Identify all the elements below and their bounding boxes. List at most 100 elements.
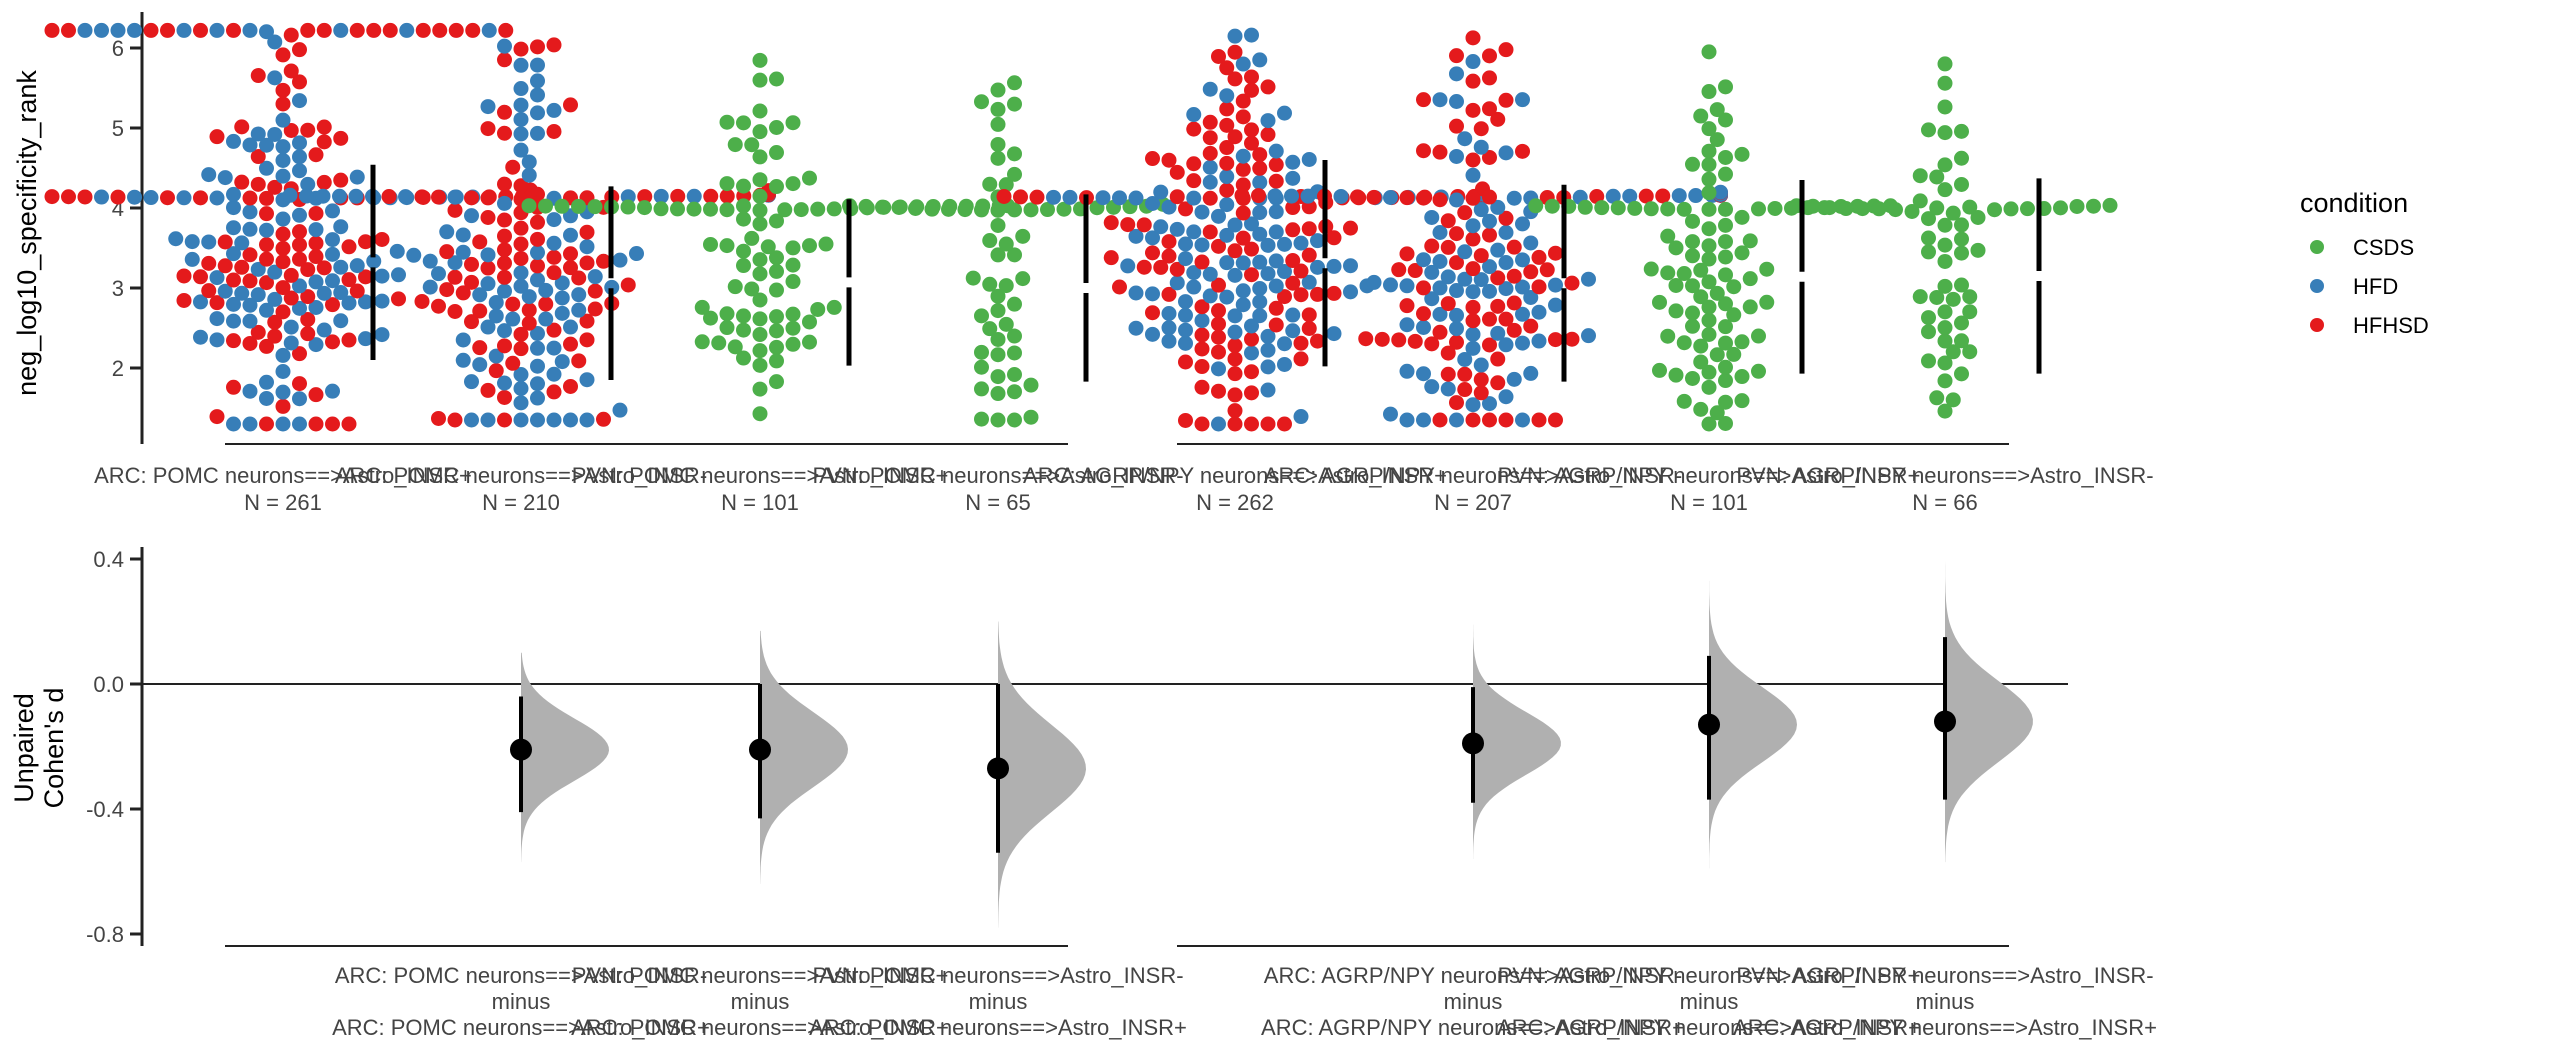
swarm-point-hfd <box>226 220 241 236</box>
swarm-point-csds <box>1751 363 1766 379</box>
swarm-point-hfhsd <box>193 190 208 206</box>
swarm-point-hfhsd <box>1219 155 1235 171</box>
swarm-point-hfhsd <box>439 282 455 298</box>
swarm-point-hfd <box>1432 92 1448 108</box>
swarm-point-hfd <box>1416 366 1431 382</box>
swarm-point-csds <box>1912 168 1928 184</box>
swarm-point-hfd <box>1326 326 1342 342</box>
swarm-point-hfd <box>1260 328 1276 344</box>
swarm-point-hfd <box>300 176 316 192</box>
swarm-point-csds <box>1937 253 1953 269</box>
comparison-label-line: ARC: POMC neurons==>Astro_INSR+ <box>571 1015 949 1040</box>
swarm-point-hfd <box>275 384 291 400</box>
swarm-point-csds <box>752 252 768 268</box>
swarm-point-csds <box>1676 393 1692 409</box>
swarm-point-hfd <box>513 57 529 73</box>
swarm-point-hfd <box>226 416 241 432</box>
swarm-point-hfhsd <box>465 22 481 38</box>
swarm-point-hfd <box>431 266 446 282</box>
y-tick-label: 3 <box>112 276 124 301</box>
swarm-point-hfd <box>292 391 307 407</box>
swarm-point-hfhsd <box>480 210 496 226</box>
swarm-point-csds <box>1921 211 1936 227</box>
swarm-point-hfd <box>455 352 471 368</box>
effect-y-axis-title-line2: Cohen's d <box>39 688 69 809</box>
swarm-point-hfd <box>1145 230 1160 246</box>
swarm-point-hfd <box>1366 274 1382 290</box>
swarm-point-hfd <box>259 24 274 40</box>
swarm-point-hfd <box>1581 271 1596 287</box>
swarm-point-hfhsd <box>259 206 274 222</box>
swarm-point-hfhsd <box>1407 263 1423 279</box>
swarm-point-csds <box>1718 415 1733 431</box>
swarm-point-hfhsd <box>1260 416 1276 432</box>
swarm-point-hfd <box>1457 244 1473 260</box>
swarm-point-hfhsd <box>1194 327 1210 343</box>
swarm-point-hfd <box>316 285 332 301</box>
swarm-point-csds <box>2053 200 2068 216</box>
swarm-point-hfd <box>1145 326 1160 342</box>
swarm-point-hfhsd <box>325 416 340 432</box>
swarm-point-csds <box>1701 201 1717 217</box>
swarm-point-hfhsd <box>1235 93 1251 109</box>
swarm-point-csds <box>1945 344 1961 360</box>
swarm-point-hfd <box>399 22 415 38</box>
swarm-point-hfd <box>604 279 620 295</box>
swarm-point-hfhsd <box>1103 215 1119 231</box>
swarm-point-csds <box>1668 367 1684 383</box>
swarm-point-hfd <box>1202 266 1218 282</box>
swarm-point-csds <box>1726 279 1742 295</box>
swarm-point-csds <box>785 240 801 256</box>
swarm-point-hfhsd <box>325 334 340 350</box>
swarm-point-csds <box>1954 176 1969 192</box>
swarm-point-hfd <box>1482 283 1497 299</box>
swarm-point-hfd <box>341 295 357 311</box>
swarm-point-csds <box>1937 403 1953 419</box>
swarm-point-hfd <box>1244 345 1259 361</box>
swarm-point-hfhsd <box>1548 332 1563 348</box>
swarm-point-csds <box>802 170 817 186</box>
swarm-point-hfhsd <box>1136 259 1152 275</box>
swarm-point-hfd <box>333 285 349 301</box>
swarm-point-hfd <box>480 412 496 428</box>
swarm-point-hfhsd <box>1268 157 1284 173</box>
swarm-point-hfhsd <box>1202 145 1218 161</box>
swarm-point-hfhsd <box>1432 144 1448 160</box>
swarm-point-hfhsd <box>1260 127 1276 143</box>
swarm-point-hfd <box>1235 297 1251 313</box>
category-label: ARC: POMC neurons==>Astro_INSR- <box>335 463 707 488</box>
swarm-point-hfd <box>1178 322 1193 338</box>
swarm-point-hfd <box>1235 255 1251 271</box>
swarm-point-hfd <box>1178 236 1193 252</box>
swarm-point-hfhsd <box>1465 152 1481 168</box>
swarm-point-hfhsd <box>77 189 93 205</box>
swarm-point-csds <box>1987 202 2002 218</box>
swarm-point-csds <box>1734 209 1750 225</box>
swarm-point-hfd <box>292 149 307 165</box>
swarm-point-csds <box>1937 56 1953 72</box>
swarm-point-hfhsd <box>193 269 208 285</box>
swarm-point-hfd <box>209 190 225 206</box>
swarm-point-csds <box>719 176 735 192</box>
swarm-point-hfhsd <box>308 235 324 251</box>
swarm-point-hfhsd <box>316 22 332 38</box>
swarm-point-hfd <box>480 276 496 292</box>
swarm-point-csds <box>769 374 784 390</box>
swarm-point-hfd <box>497 283 512 299</box>
swarm-point-hfhsd <box>275 398 291 414</box>
swarm-point-csds <box>1709 405 1725 421</box>
swarm-point-hfhsd <box>1194 416 1210 432</box>
swarm-point-csds <box>2003 201 2019 217</box>
swarm-point-hfhsd <box>1227 351 1243 367</box>
swarm-point-csds <box>1007 146 1022 162</box>
effect-size-point <box>749 738 771 761</box>
swarm-point-hfhsd <box>1531 279 1547 295</box>
swarm-point-hfd <box>1260 342 1276 358</box>
swarm-point-hfd <box>348 188 364 204</box>
swarm-point-hfd <box>1399 278 1415 294</box>
swarm-point-hfhsd <box>513 41 529 57</box>
swarm-point-hfd <box>1293 235 1309 251</box>
swarm-point-csds <box>1718 394 1733 410</box>
swarm-point-hfd <box>1277 236 1292 252</box>
